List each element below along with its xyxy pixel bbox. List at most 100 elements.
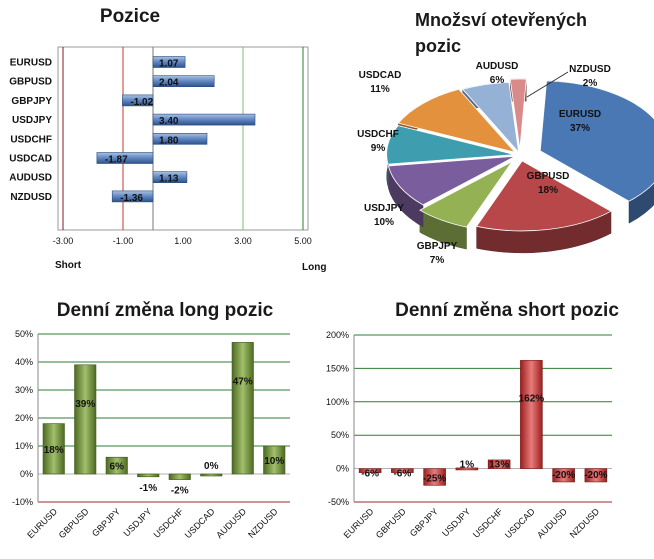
change-bar	[263, 445, 286, 475]
short-change-title: Denní změna short pozic	[395, 300, 619, 321]
long-change-title: Denní změna long pozic	[57, 300, 274, 321]
category-label: USDJPY	[12, 115, 52, 126]
change-bar	[584, 468, 608, 483]
change-bar	[74, 364, 97, 475]
category-label: NZDUSD	[10, 192, 52, 203]
change-bar	[391, 468, 414, 473]
position-value-label: 1.13	[159, 174, 179, 185]
pie-slice	[419, 161, 513, 228]
x-category-label: USDJPY	[121, 506, 153, 538]
short-change-chart: Denní změna short pozic -50% 0% 50% 100% 150…	[326, 300, 619, 540]
pie-slice-percent: 10%	[374, 217, 394, 228]
position-bar	[152, 133, 208, 145]
pie-slice	[475, 160, 612, 232]
bar-value-label: 6%	[110, 462, 125, 473]
pie-slice-name: GBPJPY	[417, 241, 458, 252]
x-category-label: USDJPY	[440, 506, 472, 538]
positions-chart: Pozice EURUSD GBPUSD GBPJPY USDJPY USDCHF USD…	[9, 6, 326, 273]
bar-value-label: 47%	[233, 376, 253, 387]
x-category-label: USDCAD	[183, 506, 217, 540]
long-label: Long	[302, 262, 326, 273]
x-category-label: USDCHF	[471, 506, 505, 540]
x-tick-label: -1.00	[113, 236, 134, 246]
x-category-label: USDCAD	[503, 506, 537, 540]
bar-value-label: 13%	[489, 460, 509, 471]
pie-slice-name: USDCAD	[359, 70, 402, 81]
position-value-label: 3.40	[159, 116, 179, 127]
x-category-label: AUDUSD	[214, 506, 248, 540]
position-value-label: 1.07	[159, 59, 179, 70]
y-tick-label: 200%	[326, 330, 349, 340]
pie-slice-percent: 11%	[370, 84, 390, 95]
position-bar	[152, 171, 188, 183]
bar-value-label: -6%	[361, 469, 379, 480]
position-value-label: -1.36	[120, 193, 143, 204]
y-tick-label: 150%	[326, 363, 349, 373]
bar-value-label: -20%	[552, 470, 575, 481]
y-tick-label: 100%	[326, 397, 349, 407]
y-tick-label: 50%	[331, 430, 349, 440]
y-tick-label: -50%	[328, 497, 349, 507]
y-tick-label: 50%	[15, 329, 33, 339]
position-bar	[122, 94, 154, 107]
change-bar	[42, 423, 65, 475]
category-label: EURUSD	[10, 58, 52, 69]
x-category-label: NZDUSD	[568, 506, 602, 540]
bar-value-label: 39%	[75, 399, 95, 410]
pie-slice-percent: 18%	[538, 185, 558, 196]
pie-slice-name: EURUSD	[559, 109, 601, 120]
position-bar	[96, 152, 154, 164]
position-bar	[152, 75, 215, 87]
x-category-label: GBPJPY	[408, 506, 440, 538]
change-bar	[455, 467, 479, 471]
pie-slice	[397, 88, 517, 153]
y-tick-label: 30%	[15, 385, 33, 395]
position-value-label: -1.02	[130, 97, 153, 108]
y-tick-label: 10%	[15, 441, 33, 451]
x-tick-label: 1.00	[174, 236, 192, 246]
change-bar	[552, 468, 575, 483]
pie-slice-name: GBPUSD	[527, 171, 570, 182]
pie-slice	[386, 125, 515, 165]
position-bar	[152, 113, 256, 126]
pie-title-line-1: Množsví otevřených	[415, 10, 587, 30]
pie-slice-percent: 6%	[490, 75, 505, 86]
pie-slice-name: NZDUSD	[569, 64, 611, 75]
y-tick-label: 0%	[20, 469, 33, 479]
change-bar	[105, 456, 128, 475]
x-category-label: AUDUSD	[535, 506, 569, 540]
pie-slice	[461, 81, 520, 154]
bar-value-label: 10%	[264, 456, 284, 467]
x-category-label: GBPUSD	[57, 506, 91, 540]
positions-title: Pozice	[100, 6, 160, 27]
category-label: USDCHF	[10, 134, 52, 145]
pie-slice-name: USDJPY	[364, 203, 404, 214]
pie-slice-percent: 7%	[430, 255, 445, 266]
bar-value-label: -2%	[171, 486, 189, 497]
position-bar	[111, 190, 154, 203]
pie-slice-percent: 9%	[371, 143, 386, 154]
y-tick-label: -10%	[12, 497, 33, 507]
position-value-label: 1.80	[159, 135, 179, 146]
pie-title-line-2: pozic	[415, 36, 461, 56]
bar-value-label: -20%	[584, 470, 607, 481]
x-tick-label: 3.00	[234, 236, 252, 246]
pie-slice-name: USDCHF	[357, 129, 399, 140]
pie-slice-name: AUDUSD	[476, 61, 519, 72]
bar-value-label: 0%	[204, 461, 219, 472]
nzdusd-leader-line	[526, 71, 569, 98]
category-label: USDCAD	[9, 154, 52, 165]
short-label: Short	[55, 260, 82, 271]
x-category-label: USDCHF	[152, 506, 186, 540]
position-value-label: -1.87	[105, 155, 128, 166]
y-tick-label: 20%	[15, 413, 33, 423]
change-bar	[520, 360, 543, 469]
x-tick-label: 5.00	[294, 236, 312, 246]
change-bar	[358, 468, 382, 473]
open-positions-pie: Množsví otevřených pozic EURUSD 37% GBPUSD…	[357, 10, 654, 266]
bar-value-label: 18%	[44, 445, 64, 456]
long-change-chart: Denní změna long pozic -10% 0% 10% 20% 30% 40…	[12, 300, 290, 540]
x-tick-label: -3.00	[53, 236, 74, 246]
change-bar	[487, 459, 511, 469]
